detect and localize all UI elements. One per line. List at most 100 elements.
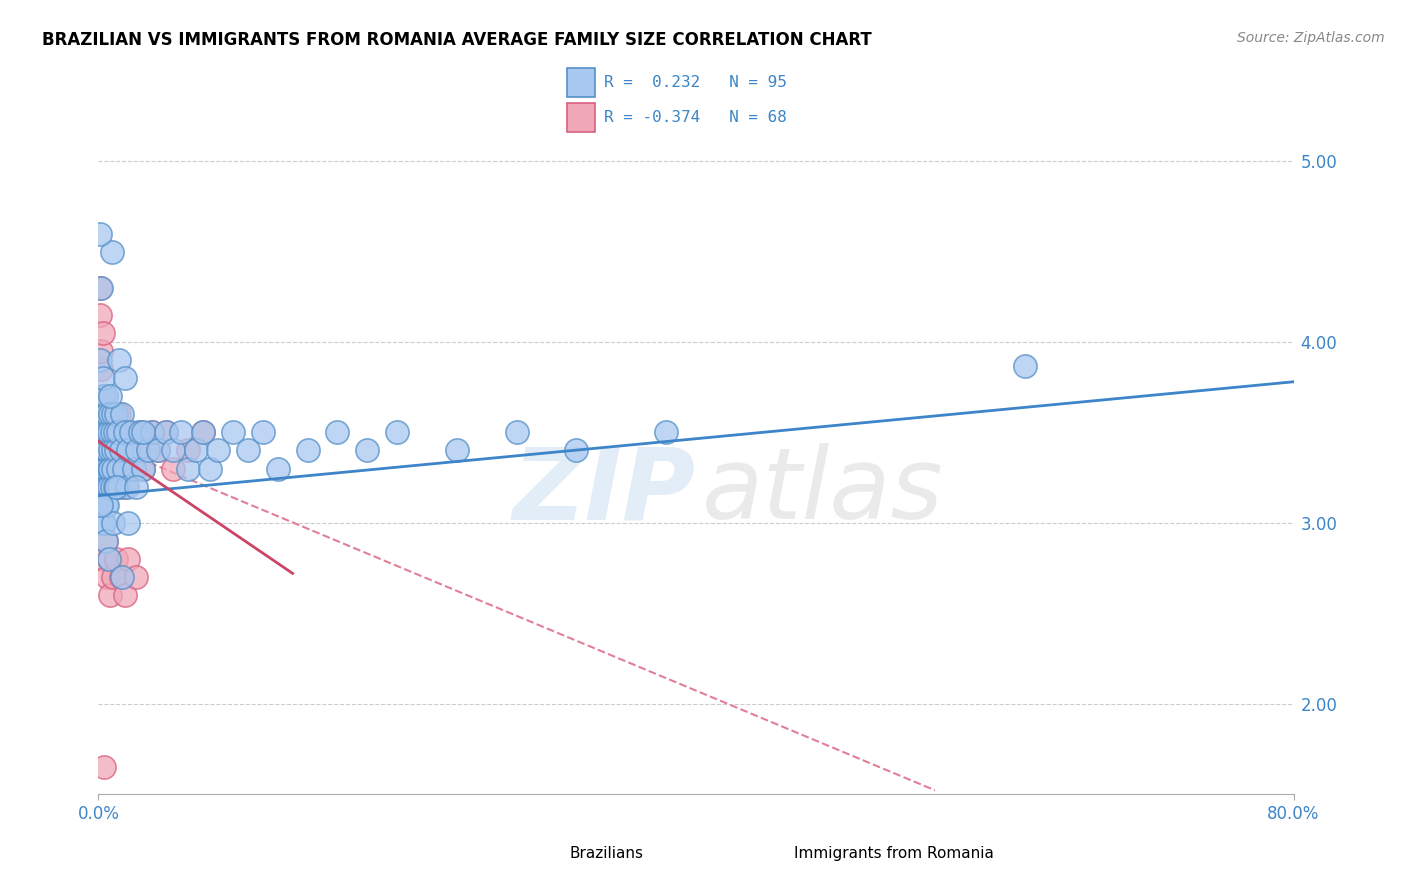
Point bbox=[94, 407, 117, 421]
Point bbox=[356, 443, 378, 458]
Point bbox=[117, 552, 139, 566]
Point bbox=[105, 480, 128, 494]
Point bbox=[101, 480, 124, 494]
Point bbox=[125, 480, 148, 494]
Point bbox=[90, 407, 112, 421]
Point bbox=[91, 480, 114, 494]
Point bbox=[91, 371, 114, 385]
Point bbox=[91, 516, 114, 530]
Point bbox=[90, 443, 112, 458]
Point bbox=[94, 389, 117, 403]
Point bbox=[132, 461, 155, 475]
FancyBboxPatch shape bbox=[568, 103, 595, 132]
Point bbox=[100, 588, 122, 602]
Point bbox=[297, 443, 319, 458]
Point bbox=[184, 443, 207, 458]
Point bbox=[96, 461, 118, 475]
Point bbox=[97, 480, 120, 494]
Point bbox=[655, 425, 678, 440]
Point bbox=[141, 425, 163, 440]
Point bbox=[125, 443, 148, 458]
Point bbox=[89, 227, 111, 241]
Point bbox=[136, 443, 159, 458]
Point bbox=[101, 443, 124, 458]
Point bbox=[117, 425, 139, 440]
Point bbox=[446, 443, 468, 458]
Point bbox=[96, 480, 118, 494]
Point bbox=[97, 407, 120, 421]
Point bbox=[100, 461, 122, 475]
Point bbox=[111, 570, 134, 584]
Point bbox=[100, 389, 122, 403]
Point bbox=[91, 425, 114, 440]
Point bbox=[103, 407, 125, 421]
Point bbox=[506, 425, 529, 440]
Point bbox=[93, 760, 115, 774]
Point bbox=[141, 425, 163, 440]
Point bbox=[90, 407, 112, 421]
Point bbox=[111, 407, 134, 421]
Point bbox=[104, 425, 127, 440]
Point bbox=[114, 443, 136, 458]
Point bbox=[89, 480, 111, 494]
Point bbox=[96, 425, 118, 440]
Point bbox=[112, 480, 135, 494]
Point bbox=[90, 362, 112, 376]
Point bbox=[117, 516, 139, 530]
Point bbox=[108, 353, 131, 368]
Point bbox=[125, 570, 148, 584]
Point bbox=[236, 443, 259, 458]
Point bbox=[162, 461, 184, 475]
Point bbox=[93, 461, 115, 475]
Point bbox=[169, 425, 191, 440]
Point bbox=[89, 417, 111, 431]
Point bbox=[96, 480, 118, 494]
Point bbox=[252, 425, 274, 440]
Point bbox=[91, 434, 114, 449]
Point bbox=[120, 425, 142, 440]
Point bbox=[108, 407, 131, 421]
Point bbox=[385, 425, 409, 440]
Point bbox=[200, 461, 222, 475]
Point bbox=[124, 461, 146, 475]
Point bbox=[101, 425, 124, 440]
Point bbox=[105, 480, 128, 494]
Point bbox=[89, 281, 111, 295]
Point bbox=[107, 461, 129, 475]
Point bbox=[103, 461, 125, 475]
Point bbox=[97, 552, 120, 566]
Point bbox=[94, 443, 117, 458]
Point bbox=[94, 443, 117, 458]
Point bbox=[191, 425, 214, 440]
Point bbox=[94, 461, 117, 475]
Point bbox=[148, 443, 170, 458]
Point bbox=[90, 498, 112, 512]
Point bbox=[91, 389, 114, 403]
Point bbox=[93, 425, 115, 440]
Point bbox=[89, 308, 111, 322]
Point bbox=[103, 407, 125, 421]
Text: Brazilians: Brazilians bbox=[569, 847, 644, 861]
Point bbox=[90, 461, 112, 475]
Point bbox=[207, 443, 229, 458]
Point bbox=[222, 425, 245, 440]
Point bbox=[107, 425, 129, 440]
Point bbox=[107, 443, 129, 458]
Point bbox=[155, 425, 177, 440]
Text: ZIP: ZIP bbox=[513, 443, 696, 541]
Point bbox=[91, 389, 114, 403]
Point bbox=[93, 425, 115, 440]
Point bbox=[127, 443, 149, 458]
Text: Immigrants from Romania: Immigrants from Romania bbox=[794, 847, 994, 861]
Point bbox=[94, 480, 117, 494]
Point bbox=[89, 461, 111, 475]
Point bbox=[93, 516, 115, 530]
Point bbox=[97, 425, 120, 440]
Point bbox=[1014, 359, 1036, 373]
Point bbox=[100, 461, 122, 475]
Point bbox=[103, 461, 125, 475]
Point bbox=[105, 443, 128, 458]
Point bbox=[114, 371, 136, 385]
Point bbox=[110, 570, 132, 584]
Point bbox=[103, 443, 125, 458]
